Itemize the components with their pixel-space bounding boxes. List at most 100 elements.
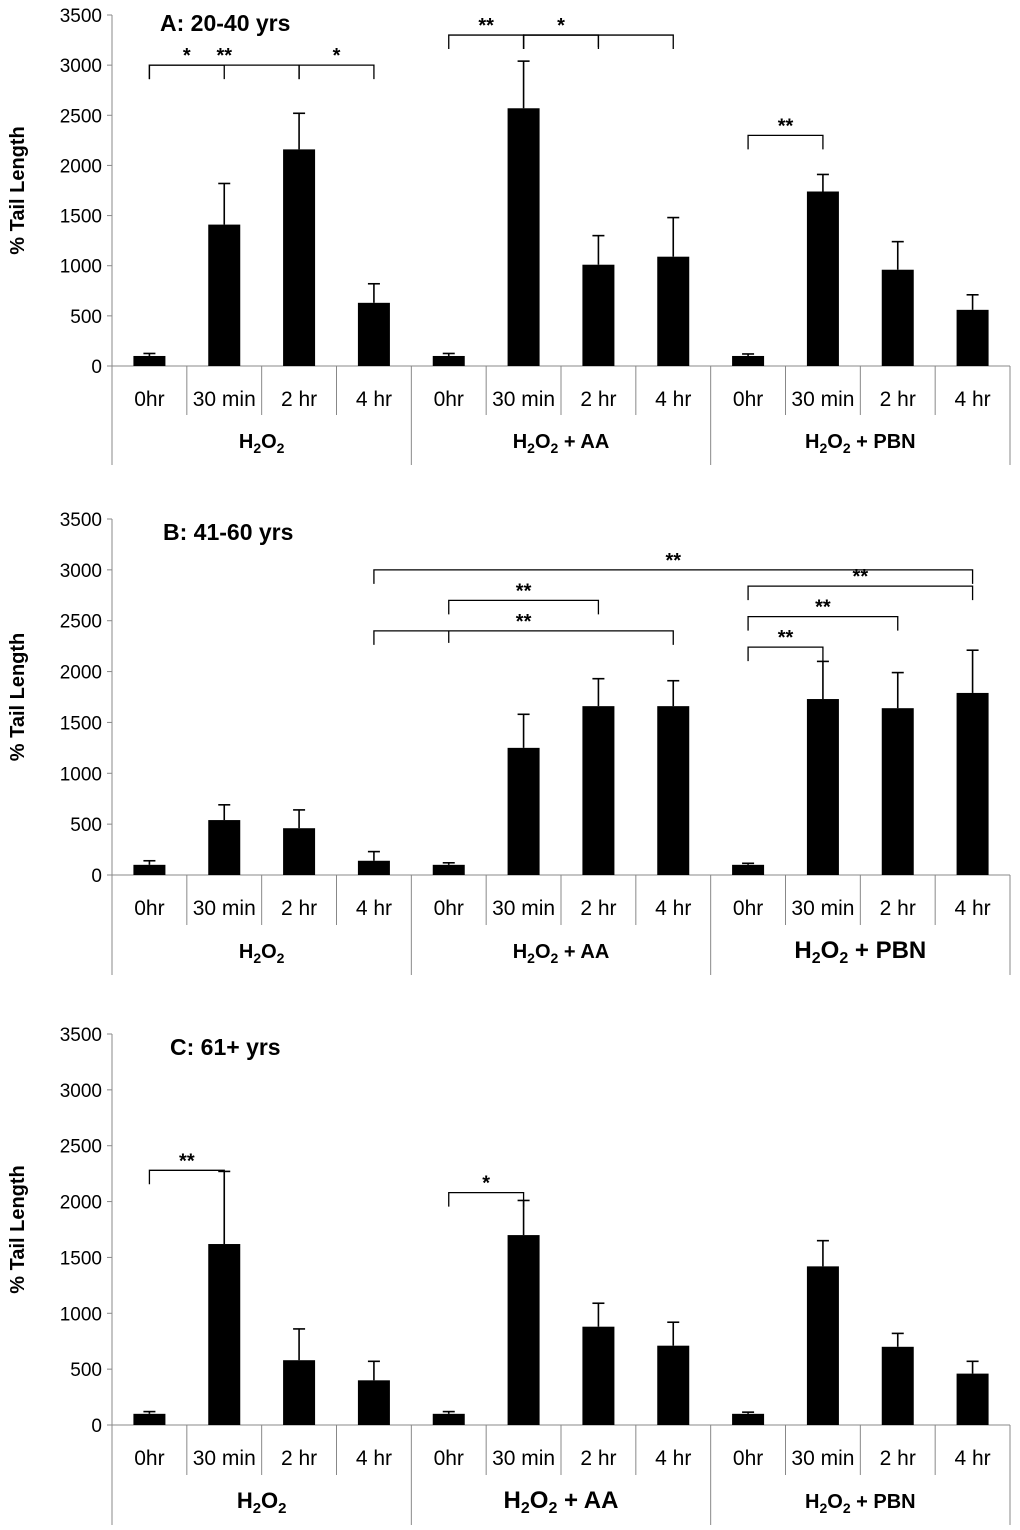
bar bbox=[732, 355, 765, 366]
bar bbox=[657, 706, 690, 875]
bar bbox=[208, 820, 241, 875]
bar bbox=[357, 860, 390, 875]
bar bbox=[732, 864, 765, 875]
significance-bracket bbox=[298, 64, 375, 80]
group-label-part: 2 bbox=[277, 440, 285, 456]
y-tick-label: 3500 bbox=[60, 6, 102, 27]
category-label: 2 hr bbox=[880, 897, 916, 920]
group-label-part: 2 bbox=[812, 950, 821, 967]
bar bbox=[283, 1360, 316, 1425]
bar bbox=[956, 692, 989, 875]
bar bbox=[582, 264, 615, 366]
group-label-part: H bbox=[239, 941, 253, 963]
bar bbox=[357, 302, 390, 366]
significance-label: ** bbox=[216, 45, 232, 67]
group-label-part: H bbox=[805, 431, 819, 453]
category-label: 30 min bbox=[492, 897, 555, 920]
category-label: 0hr bbox=[434, 388, 464, 411]
group-label-part: H bbox=[513, 431, 527, 453]
group-label-part: 2 bbox=[527, 440, 535, 456]
group-label: H2O2 + PBN bbox=[794, 937, 926, 967]
significance-bracket bbox=[148, 1169, 225, 1185]
category-label: 4 hr bbox=[954, 897, 990, 920]
group-label-part: 2 bbox=[278, 1500, 286, 1517]
group-label: H2O2 + AA bbox=[513, 941, 610, 966]
category-label: 4 hr bbox=[356, 897, 392, 920]
bar bbox=[806, 191, 839, 366]
significance-label: ** bbox=[778, 115, 794, 137]
y-tick-label: 2500 bbox=[60, 1137, 102, 1158]
significance-bracket bbox=[522, 34, 674, 50]
category-label: 4 hr bbox=[655, 1447, 691, 1470]
group-label: H2O2 bbox=[239, 431, 285, 456]
group-label-part: O bbox=[261, 1488, 278, 1513]
y-tick-label: 3000 bbox=[60, 561, 102, 582]
group-label-part: 2 bbox=[521, 1500, 530, 1517]
y-tick-label: 500 bbox=[70, 307, 102, 328]
category-label: 4 hr bbox=[356, 388, 392, 411]
bar bbox=[806, 699, 839, 875]
significance-label: ** bbox=[815, 597, 831, 619]
category-label: 2 hr bbox=[580, 1447, 616, 1470]
bar bbox=[283, 149, 316, 366]
group-label-part: + AA bbox=[558, 431, 609, 453]
category-label: 2 hr bbox=[580, 388, 616, 411]
significance-bracket bbox=[747, 585, 974, 601]
group-label-part: + PBN bbox=[851, 1491, 916, 1513]
category-label: 30 min bbox=[193, 897, 256, 920]
significance-label: * bbox=[557, 15, 565, 37]
significance-label: * bbox=[482, 1173, 490, 1195]
category-label: 30 min bbox=[791, 897, 854, 920]
y-tick-label: 1500 bbox=[60, 207, 102, 228]
bar bbox=[657, 256, 690, 366]
group-label-part: O bbox=[535, 941, 551, 963]
significance-label: ** bbox=[179, 1150, 195, 1172]
significance-bracket bbox=[747, 646, 824, 662]
y-axis-title: % Tail Length bbox=[7, 1165, 29, 1294]
y-tick-label: 2500 bbox=[60, 612, 102, 633]
panel-title: A: 20-40 yrs bbox=[160, 10, 290, 36]
category-label: 0hr bbox=[733, 1447, 763, 1470]
y-tick-label: 1500 bbox=[60, 713, 102, 734]
significance-label: ** bbox=[665, 550, 681, 572]
bar bbox=[507, 1235, 540, 1425]
y-tick-label: 3000 bbox=[60, 56, 102, 77]
group-label-part: + AA bbox=[558, 941, 609, 963]
category-label: 4 hr bbox=[954, 388, 990, 411]
significance-label: * bbox=[333, 45, 341, 67]
bar bbox=[133, 355, 166, 366]
bar bbox=[133, 864, 166, 875]
group-label-part: 2 bbox=[548, 1500, 557, 1517]
category-label: 0hr bbox=[134, 897, 164, 920]
group-label: H2O2 bbox=[237, 1488, 287, 1517]
group-label: H2O2 + AA bbox=[504, 1487, 619, 1517]
bar bbox=[956, 1373, 989, 1425]
group-label-part: H bbox=[239, 431, 253, 453]
bar bbox=[133, 1413, 166, 1425]
significance-label: ** bbox=[516, 580, 532, 602]
group-label: H2O2 + AA bbox=[513, 431, 610, 456]
group-label: H2O2 bbox=[239, 941, 285, 966]
bar bbox=[956, 309, 989, 366]
group-label-part: O bbox=[827, 431, 843, 453]
bar bbox=[507, 108, 540, 366]
significance-bracket bbox=[522, 34, 600, 50]
group-label-part: H bbox=[504, 1487, 521, 1514]
bar bbox=[732, 1413, 765, 1425]
significance-bracket bbox=[448, 599, 600, 615]
significance-bracket bbox=[148, 64, 225, 80]
category-label: 4 hr bbox=[655, 388, 691, 411]
group-label-part: 2 bbox=[277, 950, 285, 966]
group-label-part: H bbox=[805, 1491, 819, 1513]
group-label: H2O2 + PBN bbox=[805, 1491, 916, 1516]
bar bbox=[507, 747, 540, 875]
group-label-part: O bbox=[530, 1487, 549, 1514]
group-label-part: + PBN bbox=[848, 937, 926, 964]
group-label-part: H bbox=[794, 937, 811, 964]
y-tick-label: 1000 bbox=[60, 764, 102, 785]
significance-label: ** bbox=[516, 611, 532, 633]
group-label-part: 2 bbox=[551, 950, 559, 966]
category-label: 30 min bbox=[492, 1447, 555, 1470]
y-tick-label: 0 bbox=[91, 866, 102, 887]
group-label-part: 2 bbox=[551, 440, 559, 456]
